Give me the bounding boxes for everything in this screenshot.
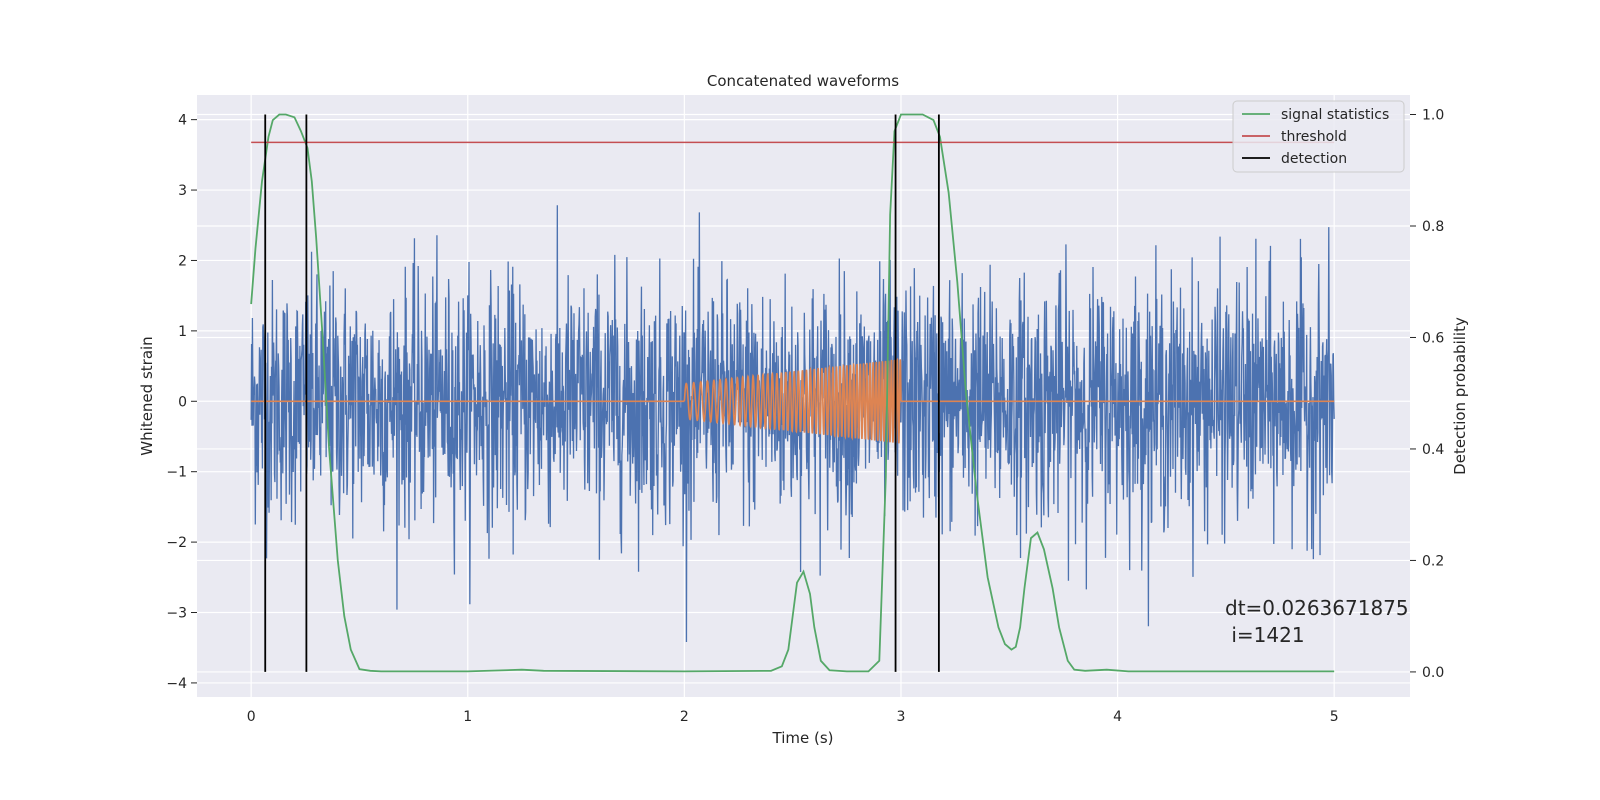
y-tick-label-1: −3	[166, 606, 187, 622]
y-axis-label: Whitened strain	[138, 336, 156, 455]
x-tick-label-2: 2	[680, 709, 689, 725]
x-tick-label-1: 1	[463, 709, 472, 725]
y-tick-label-2: −2	[166, 535, 187, 551]
series-signal-statistics	[250, 113, 1335, 673]
legend-label-signal-statistics: signal statistics	[1281, 107, 1389, 123]
y-tick-label-6: 2	[178, 253, 187, 269]
y2-tick-label-3: 0.6	[1422, 330, 1444, 346]
y-tick-label-3: −1	[166, 465, 187, 481]
legend-box	[1232, 100, 1405, 173]
y2-tick-label-5: 1.0	[1422, 108, 1444, 124]
x-axis-label: Time (s)	[772, 729, 834, 747]
series-detection	[264, 114, 940, 672]
x-tick-label-5: 5	[1330, 709, 1339, 725]
legend: signal statistics threshold detection	[1232, 100, 1405, 173]
y2-tick-label-4: 0.8	[1422, 219, 1444, 235]
x-tick-label-3: 3	[897, 709, 906, 725]
chart-title: Concatenated waveforms	[707, 72, 899, 90]
y-axis-ticks: −4 −3 −2 −1 0 1 2 3 4	[166, 113, 197, 692]
annotation-dt: dt=0.0263671875	[1225, 596, 1409, 620]
x-tick-label-0: 0	[247, 709, 256, 725]
x-axis-ticks: 0 1 2 3 4 5	[247, 709, 1339, 725]
y-tick-label-7: 3	[178, 183, 187, 199]
x-tick-label-4: 4	[1113, 709, 1122, 725]
legend-label-detection: detection	[1281, 151, 1347, 167]
legend-label-threshold: threshold	[1281, 129, 1347, 145]
y-tick-label-8: 4	[178, 113, 187, 129]
annotation-index: i=1421	[1225, 623, 1305, 647]
series-template-waveform	[683, 357, 902, 444]
y2-tick-label-2: 0.4	[1422, 442, 1444, 458]
y-tick-label-5: 1	[178, 324, 187, 340]
y-tick-label-0: −4	[166, 676, 187, 692]
y2-tick-label-1: 0.2	[1422, 553, 1444, 569]
y2-tick-label-0: 0.0	[1422, 665, 1444, 681]
y2-axis-ticks: 0.0 0.2 0.4 0.6 0.8 1.0	[1410, 108, 1444, 681]
y-tick-label-4: 0	[178, 394, 187, 410]
y2-axis-label: Detection probability	[1451, 317, 1469, 475]
